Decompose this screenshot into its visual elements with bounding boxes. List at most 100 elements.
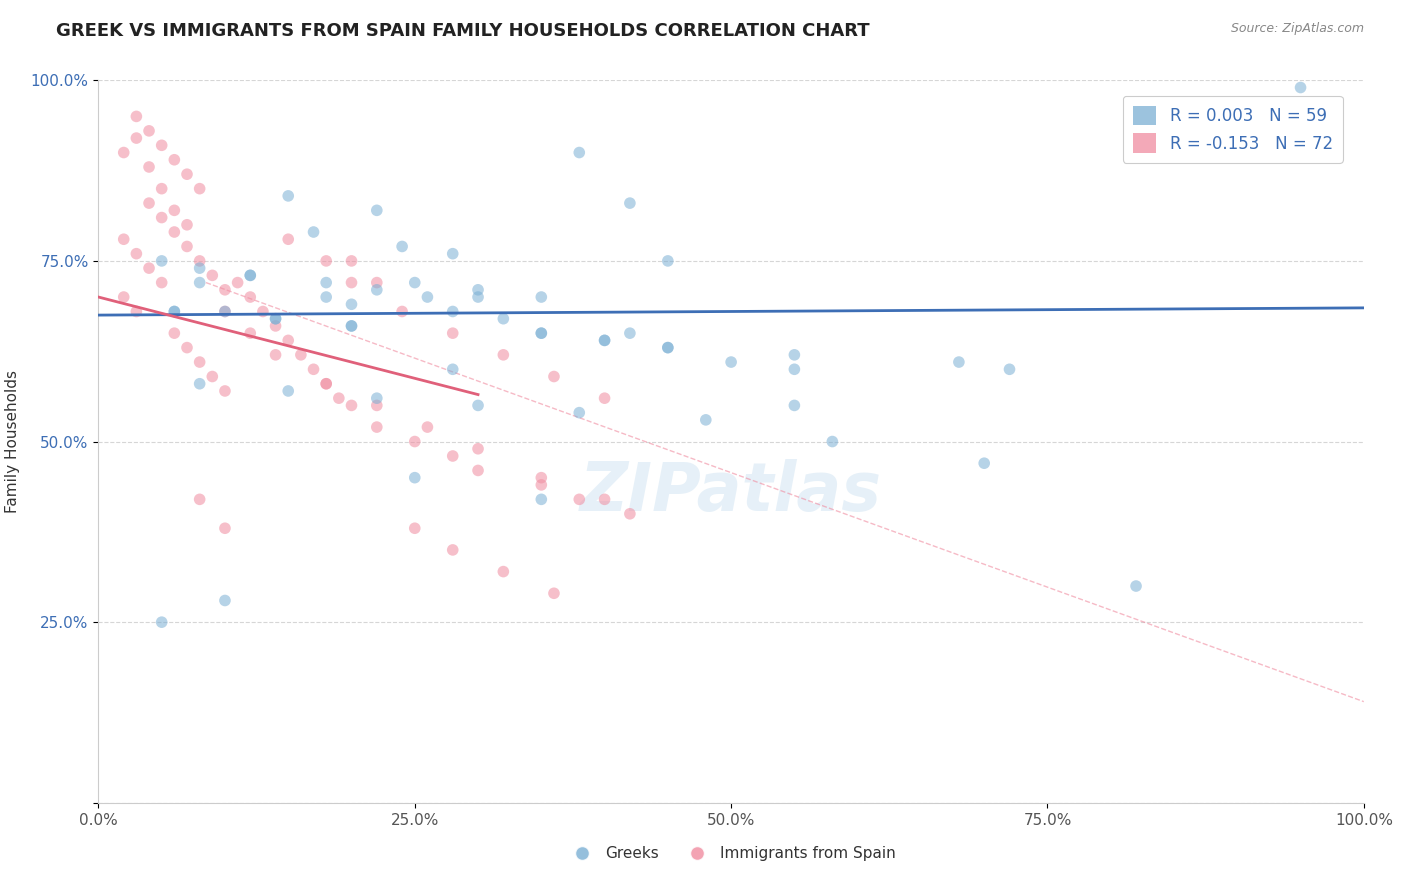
Point [1289,80,1312,95]
Point [125,131,148,145]
Point [543,586,565,600]
Point [530,326,553,340]
Point [214,304,236,318]
Point [593,334,616,348]
Point [163,304,186,318]
Point [138,160,160,174]
Point [150,276,173,290]
Point [821,434,844,449]
Point [125,110,148,124]
Point [290,348,312,362]
Point [125,304,148,318]
Point [214,384,236,398]
Point [492,565,515,579]
Point [201,369,224,384]
Point [150,253,173,268]
Point [112,145,135,160]
Point [404,434,426,449]
Point [530,470,553,484]
Point [492,311,515,326]
Point [657,341,679,355]
Point [315,376,337,391]
Point [568,406,591,420]
Point [391,304,413,318]
Point [619,196,641,211]
Point [315,290,337,304]
Point [150,182,173,196]
Point [340,318,363,333]
Point [416,290,439,304]
Point [568,145,591,160]
Point [948,355,970,369]
Point [315,253,337,268]
Point [302,362,325,376]
Point [264,318,287,333]
Point [366,420,388,434]
Point [112,290,135,304]
Point [492,348,515,362]
Point [214,521,236,535]
Point [188,492,211,507]
Point [441,326,464,340]
Point [416,420,439,434]
Point [366,283,388,297]
Point [467,398,489,412]
Point [188,376,211,391]
Text: ZIPatlas: ZIPatlas [581,459,882,525]
Point [467,290,489,304]
Point [201,268,224,283]
Point [188,261,211,276]
Point [441,542,464,557]
Point [277,189,299,203]
Point [163,304,186,318]
Point [302,225,325,239]
Point [530,326,553,340]
Point [720,355,742,369]
Point [530,478,553,492]
Point [163,326,186,340]
Point [150,211,173,225]
Point [150,138,173,153]
Point [315,376,337,391]
Point [593,334,616,348]
Point [340,297,363,311]
Y-axis label: Family Households: Family Households [4,370,20,513]
Point [176,167,198,181]
Point [973,456,995,470]
Point [366,203,388,218]
Text: GREEK VS IMMIGRANTS FROM SPAIN FAMILY HOUSEHOLDS CORRELATION CHART: GREEK VS IMMIGRANTS FROM SPAIN FAMILY HO… [56,22,870,40]
Point [530,492,553,507]
Point [239,326,262,340]
Point [277,232,299,246]
Point [340,276,363,290]
Point [366,398,388,412]
Point [176,341,198,355]
Point [593,492,616,507]
Point [163,153,186,167]
Point [214,593,236,607]
Legend: Greeks, Immigrants from Spain: Greeks, Immigrants from Spain [561,840,901,867]
Point [138,261,160,276]
Point [150,615,173,630]
Point [391,239,413,253]
Point [277,334,299,348]
Point [239,290,262,304]
Point [593,391,616,405]
Point [264,311,287,326]
Point [441,449,464,463]
Point [404,470,426,484]
Point [328,391,350,405]
Point [783,348,806,362]
Point [226,276,249,290]
Point [138,124,160,138]
Point [188,355,211,369]
Point [188,276,211,290]
Point [366,391,388,405]
Point [340,398,363,412]
Point [530,290,553,304]
Point [188,182,211,196]
Point [340,318,363,333]
Point [467,283,489,297]
Point [619,326,641,340]
Point [568,492,591,507]
